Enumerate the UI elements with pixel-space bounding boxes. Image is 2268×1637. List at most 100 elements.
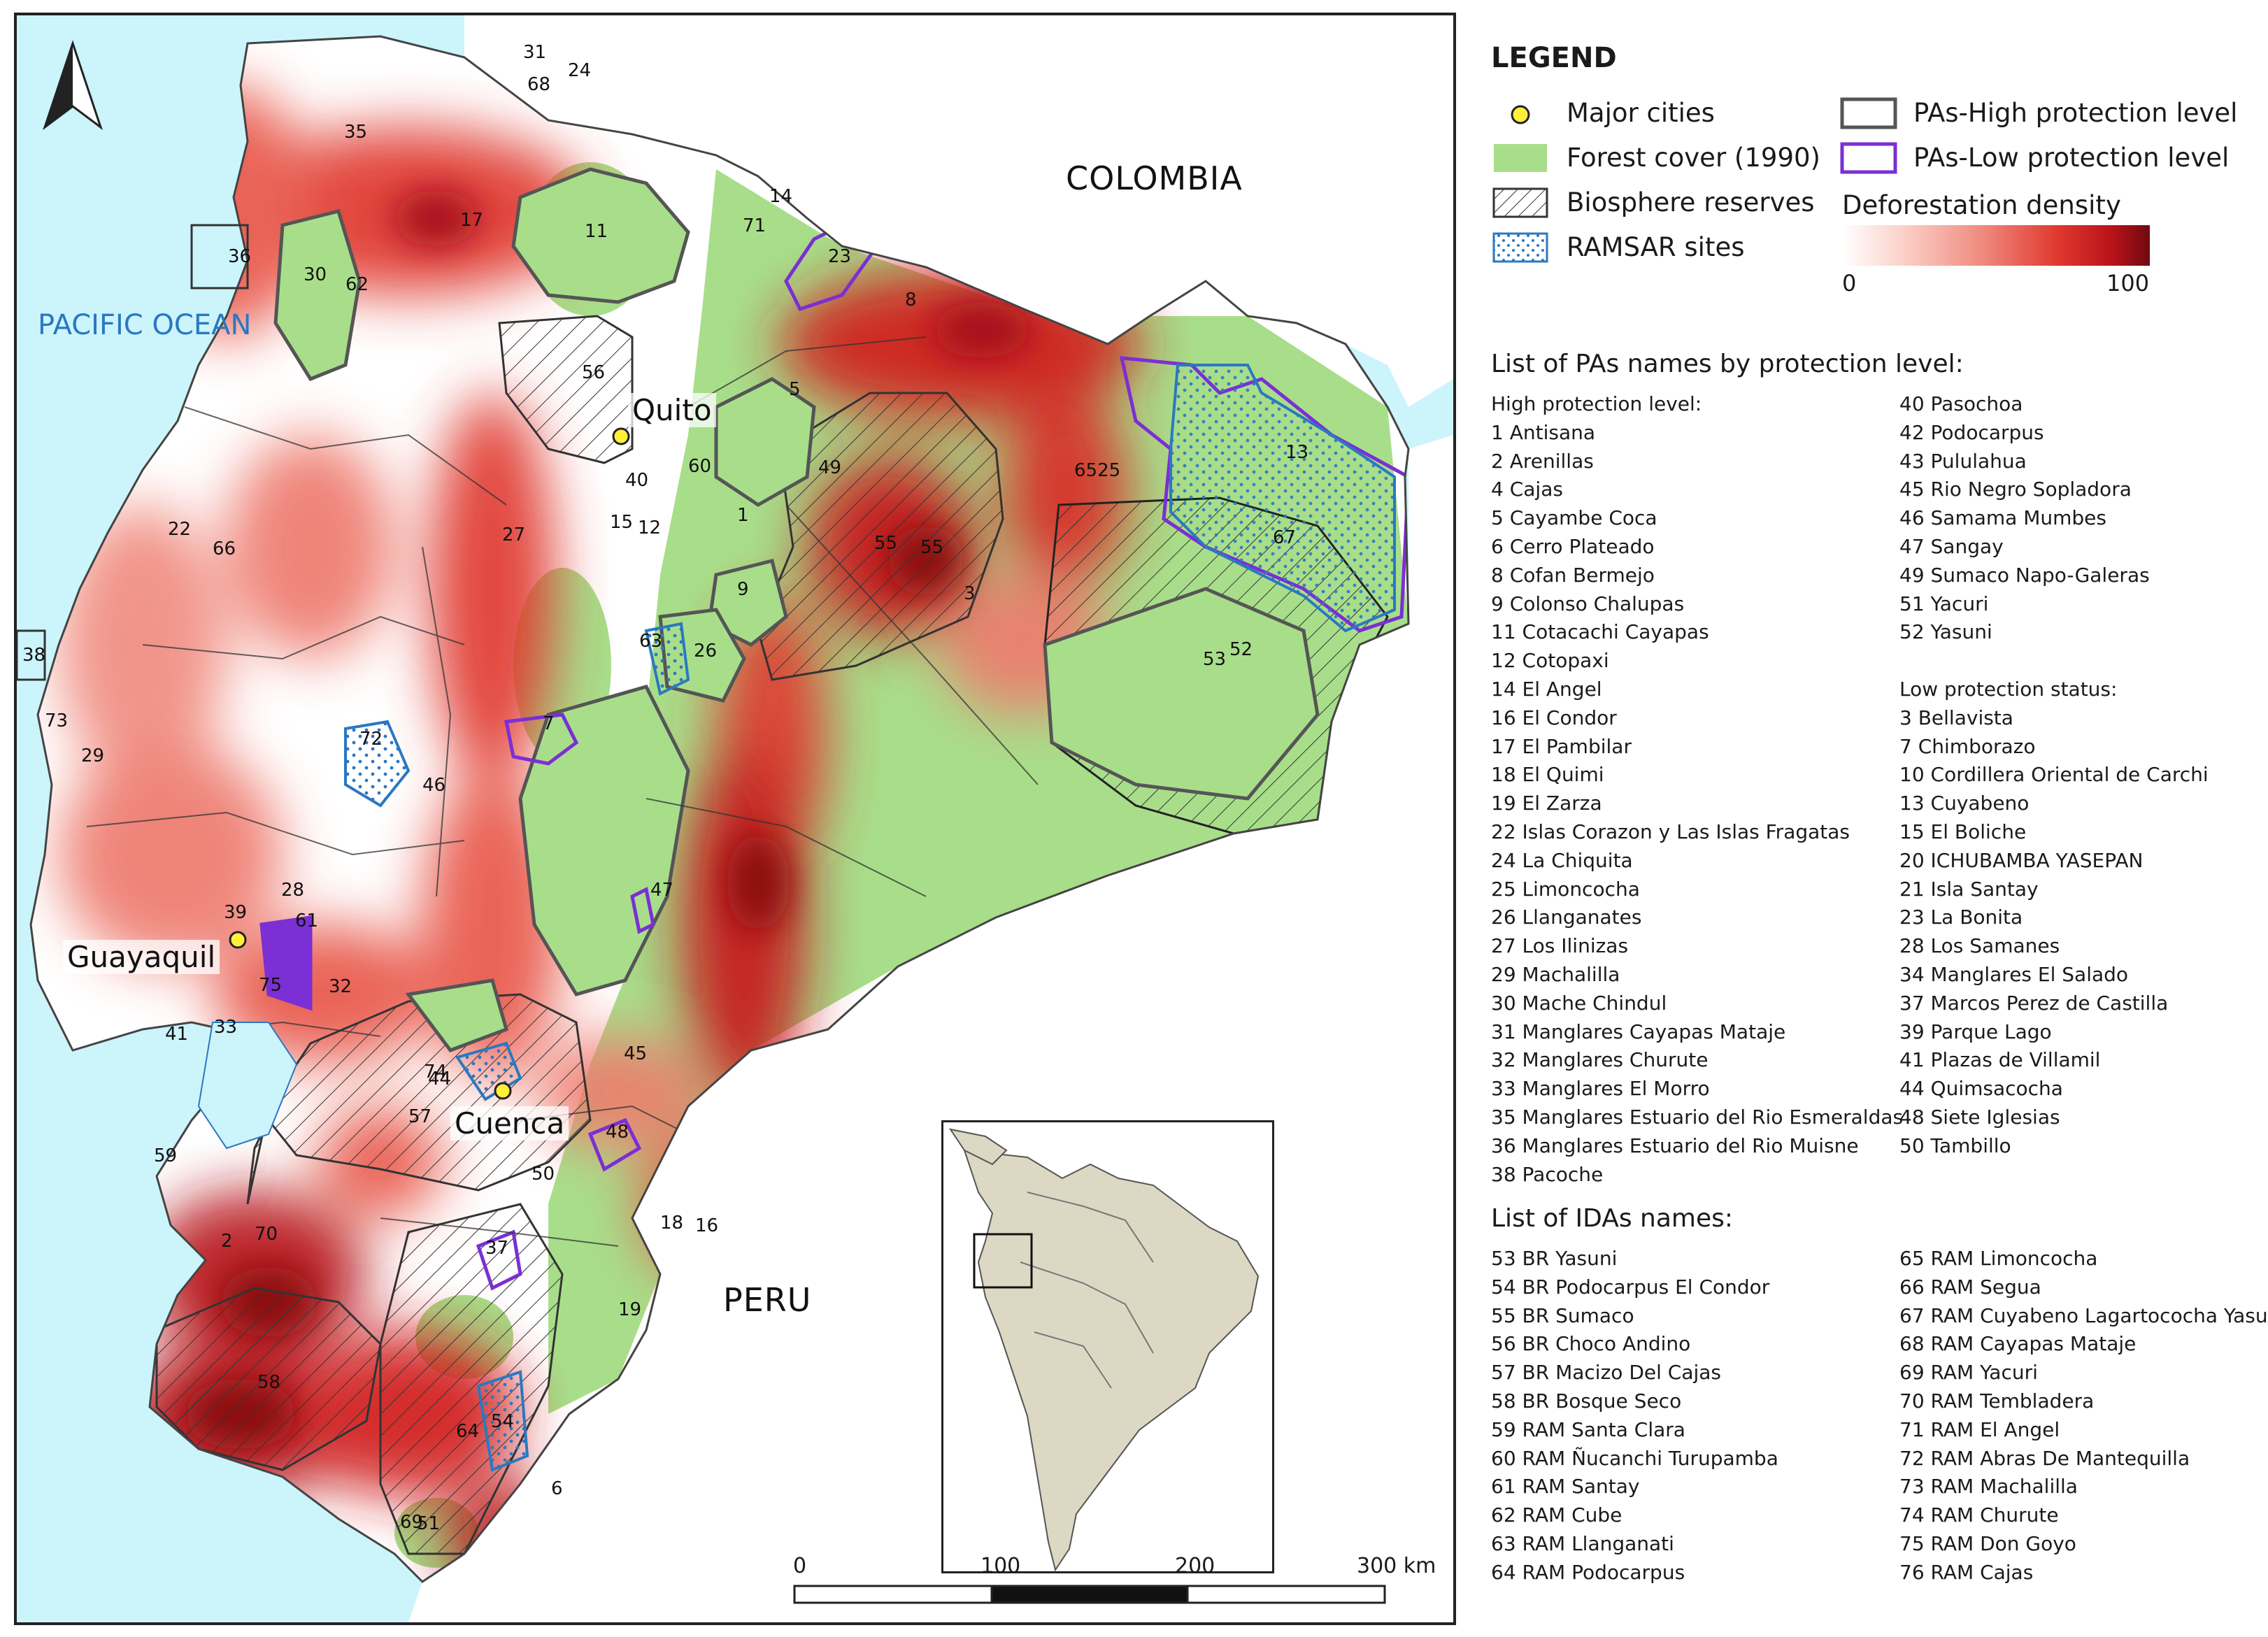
list-item: 65 RAM Limoncocha <box>1899 1247 2098 1270</box>
pa-number: 27 <box>502 524 526 545</box>
list-item: 20 ICHUBAMBA YASEPAN <box>1899 848 2144 872</box>
pa-number: 66 <box>213 538 236 559</box>
list-item: 44 Quimsacocha <box>1899 1077 2063 1101</box>
pa-number: 12 <box>638 517 662 538</box>
list-item: 67 RAM Cuyabeno Lagartococha Yasuni <box>1899 1303 2268 1327</box>
list-item: 27 Los Ilinizas <box>1491 934 1629 958</box>
pa-number: 37 <box>485 1238 509 1259</box>
list-item: 1 Antisana <box>1491 420 1596 444</box>
pa-number: 5 <box>789 379 801 400</box>
pa-number: 58 <box>257 1372 281 1393</box>
list-item: 10 Cordillera Oriental de Carchi <box>1899 763 2209 787</box>
list-item: 55 BR Sumaco <box>1491 1303 1634 1327</box>
pa-number: 70 <box>255 1224 278 1245</box>
pa-number: 69 <box>400 1512 424 1533</box>
list-item: 21 Isla Santay <box>1899 877 2039 901</box>
list-item: 63 RAM Llanganati <box>1491 1531 1674 1555</box>
list-item: 60 RAM Ñucanchi Turupamba <box>1491 1446 1778 1470</box>
city-marker-guayaquil <box>229 931 247 949</box>
label-quito: Quito <box>628 393 716 427</box>
list-item: 32 Manglares Churute <box>1491 1048 1709 1072</box>
pa-number: 73 <box>45 710 69 731</box>
list-item: 6 Cerro Plateado <box>1491 534 1655 558</box>
pa-number: 63 <box>639 631 663 652</box>
pa-number: 44 <box>428 1068 452 1089</box>
pa-number: 68 <box>527 74 551 95</box>
list-item: 18 El Quimi <box>1491 763 1604 787</box>
legend-forest-label: Forest cover (1990) <box>1567 143 1820 173</box>
pa-number: 35 <box>344 122 368 143</box>
pa-number: 32 <box>329 976 352 997</box>
pa-number: 40 <box>625 470 649 491</box>
label-cuenca: Cuenca <box>450 1106 569 1141</box>
list-item: 57 BR Macizo Del Cajas <box>1491 1361 1722 1385</box>
list-item: 43 Pululahua <box>1899 449 2027 473</box>
inset-ecuador-box <box>973 1233 1033 1289</box>
list-item: 48 Siete Iglesias <box>1899 1105 2060 1129</box>
list-item: 19 El Zarza <box>1491 792 1602 815</box>
list-item: 58 BR Bosque Seco <box>1491 1389 1682 1413</box>
inset-locator-map <box>941 1120 1274 1573</box>
pa-number: 46 <box>422 775 446 796</box>
legend-density-min: 0 <box>1842 270 1857 296</box>
legend-symbols <box>1492 105 1548 263</box>
pa-number: 74 <box>424 1061 448 1082</box>
legend-ramsar-swatch <box>1492 232 1548 263</box>
list-item: 17 El Pambilar <box>1491 734 1632 758</box>
list-item: 74 RAM Churute <box>1899 1503 2059 1527</box>
pa-number: 22 <box>168 519 192 540</box>
pa-number: 47 <box>650 880 674 901</box>
pa-number: 38 <box>22 645 46 666</box>
pa-number: 7 <box>543 713 555 734</box>
list-item: 61 RAM Santay <box>1491 1475 1640 1499</box>
list-item: 35 Manglares Estuario del Rio Esmeraldas <box>1491 1105 1904 1129</box>
pa-number: 41 <box>165 1024 189 1045</box>
pa-number: 51 <box>417 1513 441 1534</box>
pa-number: 1 <box>737 505 749 526</box>
pa-number: 2 <box>221 1231 233 1252</box>
pa-number: 53 <box>1203 649 1227 670</box>
pa-number: 60 <box>688 456 712 477</box>
pa-number: 54 <box>491 1411 515 1432</box>
list-item: 70 RAM Tembladera <box>1899 1389 2095 1413</box>
list-item: 51 Yacuri <box>1899 592 1989 615</box>
pa-number: 61 <box>295 910 319 931</box>
list-item: 23 La Bonita <box>1899 906 2023 929</box>
list-item: 66 RAM Segua <box>1899 1275 2041 1299</box>
pa-number: 49 <box>818 457 842 478</box>
legend-density-max: 100 <box>2106 270 2150 296</box>
pa-number: 16 <box>695 1215 719 1236</box>
list-item: 39 Parque Lago <box>1899 1020 2052 1043</box>
list-item: 22 Islas Corazon y Las Islas Fragatas <box>1491 820 1850 843</box>
list-item: 13 Cuyabeno <box>1899 792 2030 815</box>
pa-number: 50 <box>532 1164 555 1185</box>
list-item: 26 Llanganates <box>1491 906 1642 929</box>
pa-number: 14 <box>769 186 793 207</box>
list-item: 75 RAM Don Goyo <box>1899 1531 2076 1555</box>
legend-pa-high-swatch <box>1840 97 1897 129</box>
legend-pa-low-swatch <box>1840 142 1897 174</box>
pa-number: 62 <box>345 274 369 295</box>
legend-panel: LEGEND Major cities Forest cover (1990) … <box>1477 28 2268 1615</box>
pa-number: 9 <box>737 579 749 600</box>
pa-number: 75 <box>259 975 283 996</box>
legend-biosphere-swatch <box>1492 187 1548 218</box>
list-item: 24 La Chiquita <box>1491 848 1633 872</box>
list-item: 46 Samama Mumbes <box>1899 506 2106 530</box>
main-map: COLOMBIA PERU PACIFIC OCEAN Quito Guayaq… <box>14 13 1456 1625</box>
legend-density-ramp <box>1842 225 2150 266</box>
pa-number: 24 <box>568 60 592 81</box>
pa-number: 45 <box>624 1043 648 1064</box>
list-item: 15 El Boliche <box>1899 820 2027 843</box>
list-item: 50 Tambillo <box>1899 1134 2011 1157</box>
list-item: 42 Podocarpus <box>1899 420 2044 444</box>
list-item: 71 RAM El Angel <box>1899 1417 2060 1441</box>
list-item: 8 Cofan Bermejo <box>1491 563 1655 587</box>
legend-density-label: Deforestation density <box>1842 190 2121 220</box>
legend-pa-low-label: PAs-Low protection level <box>1913 143 2230 173</box>
scale-label-300: 300 km <box>1357 1554 1436 1578</box>
pa-number: 30 <box>304 264 327 285</box>
pa-number: 11 <box>585 221 608 242</box>
pa-number: 67 <box>1273 527 1297 548</box>
list-item: 5 Cayambe Coca <box>1491 506 1657 530</box>
